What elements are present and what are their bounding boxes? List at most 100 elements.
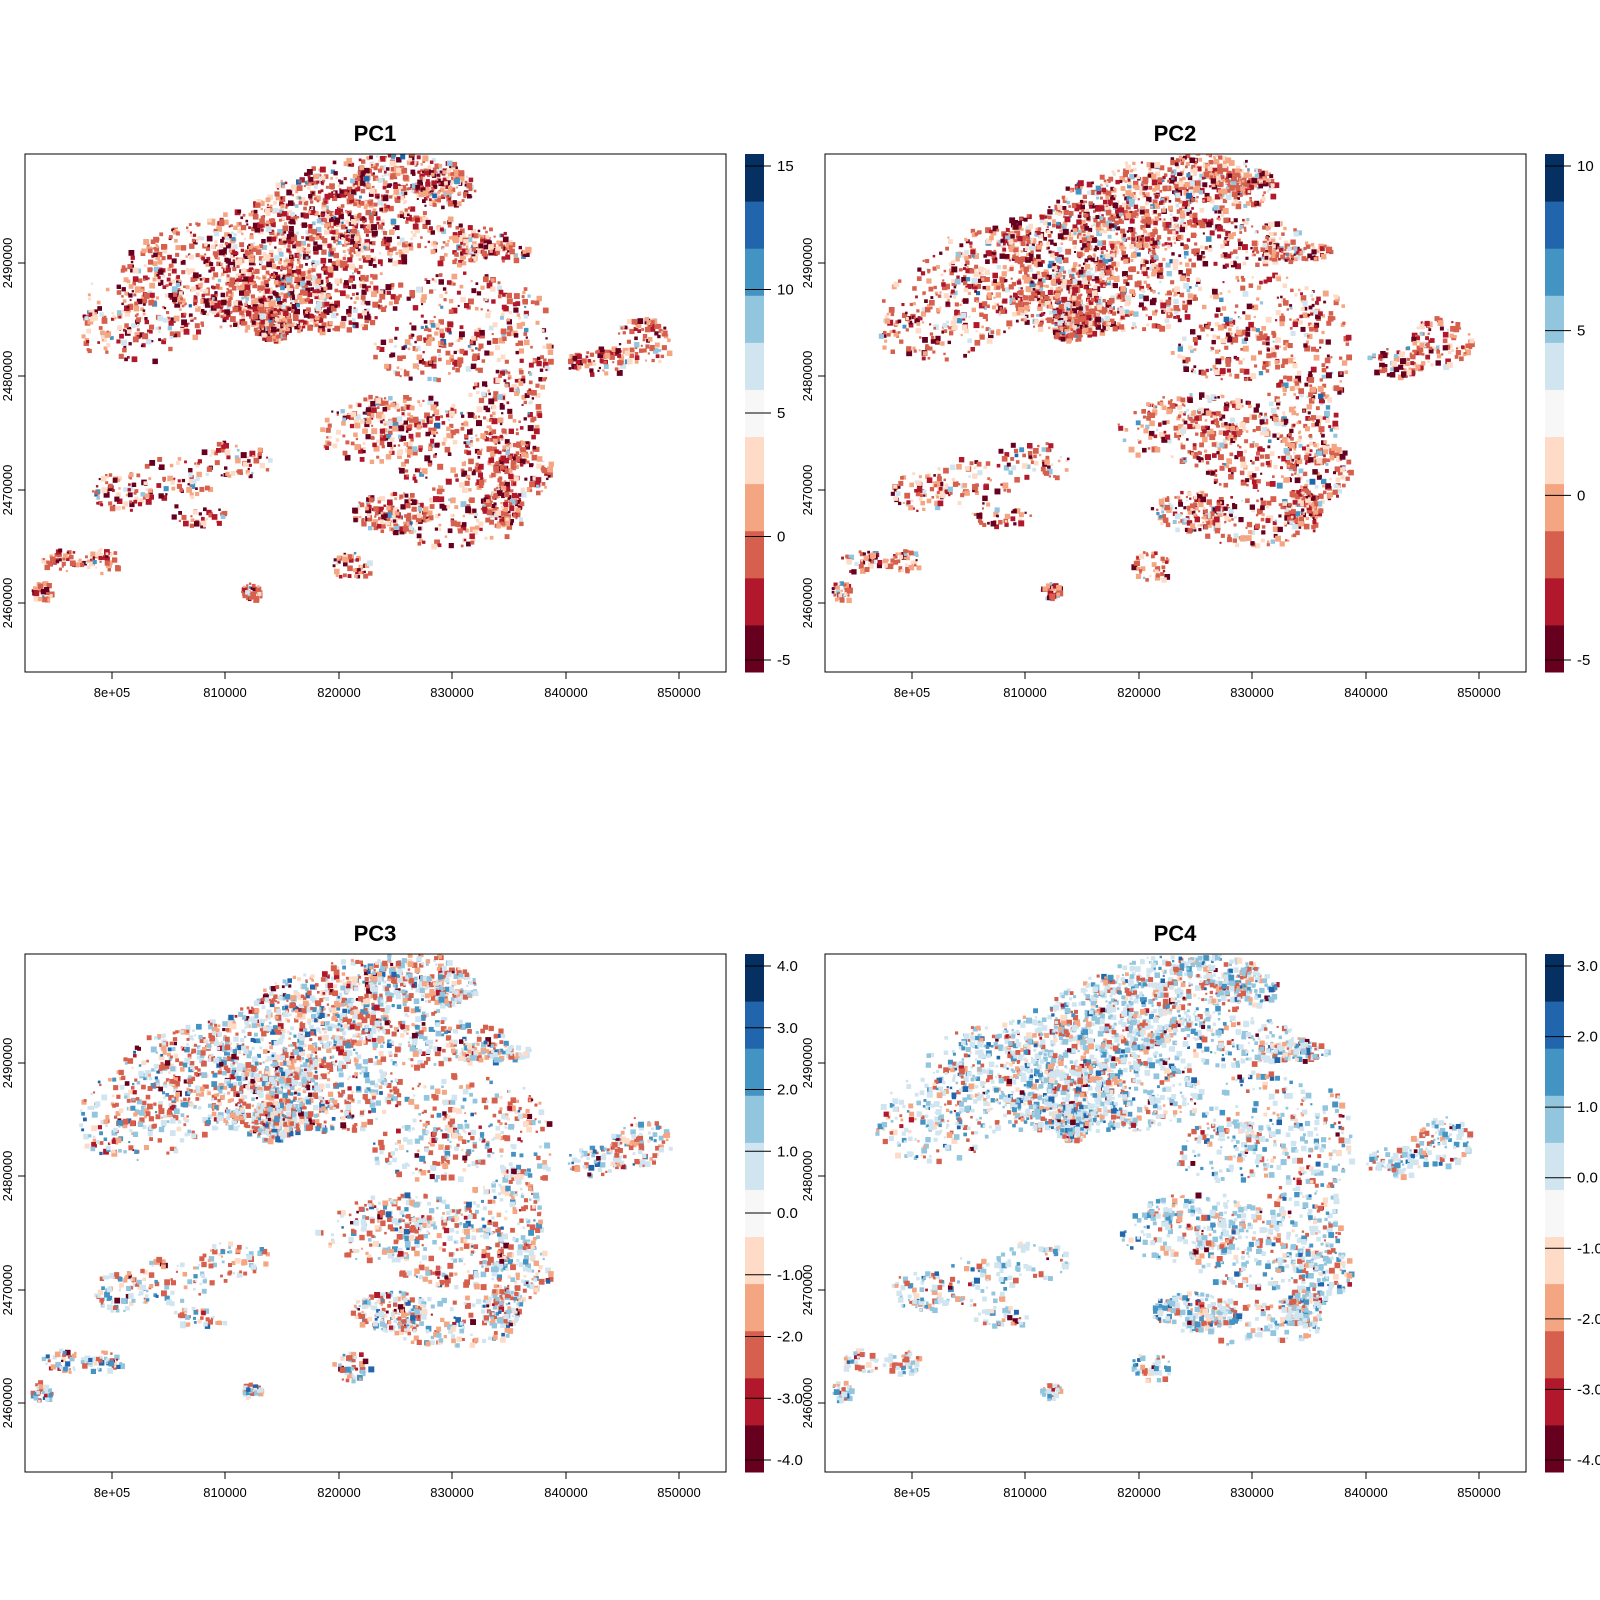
raster-cell — [507, 375, 512, 379]
raster-cell — [888, 307, 895, 313]
raster-cell — [424, 278, 428, 281]
raster-cell — [455, 478, 459, 482]
raster-cell — [912, 302, 916, 306]
raster-cell — [920, 311, 927, 317]
raster-cell — [230, 246, 234, 250]
raster-cell — [347, 212, 352, 217]
raster-cell — [37, 583, 44, 589]
raster-cell — [389, 229, 395, 235]
raster-cell — [365, 407, 371, 413]
raster-cell — [392, 227, 396, 231]
raster-cell — [194, 278, 198, 281]
raster-cell — [463, 421, 469, 427]
raster-cell — [404, 493, 409, 498]
raster-cell — [1049, 310, 1053, 315]
raster-cell — [258, 306, 265, 313]
raster-cell — [466, 411, 469, 414]
raster-cell — [49, 554, 54, 559]
raster-cell — [422, 422, 428, 428]
raster-cell — [518, 381, 524, 386]
raster-cell — [283, 231, 287, 234]
raster-cell — [442, 177, 448, 182]
raster-cell — [635, 346, 638, 350]
raster-cell — [474, 515, 477, 519]
raster-cell — [963, 267, 966, 271]
raster-cell — [242, 280, 248, 286]
raster-cell — [505, 521, 510, 527]
raster-cell — [123, 328, 126, 332]
raster-cell — [143, 481, 148, 486]
raster-cell — [393, 403, 400, 410]
raster-cell — [116, 290, 122, 295]
raster-cell — [584, 363, 590, 369]
raster-cell — [604, 352, 611, 359]
raster-cell — [252, 242, 256, 245]
raster-cell — [286, 265, 289, 268]
raster-cell — [347, 313, 352, 317]
raster-cell — [171, 228, 174, 232]
raster-cell — [346, 554, 352, 560]
raster-cell — [267, 278, 271, 281]
raster-cell — [334, 278, 340, 284]
raster-cell — [379, 434, 384, 438]
raster-cell — [515, 456, 522, 462]
raster-cell — [519, 458, 526, 465]
raster-cell — [215, 294, 218, 297]
raster-cell — [171, 268, 177, 274]
raster-cell — [523, 400, 527, 405]
raster-cell — [181, 319, 187, 326]
raster-cell — [340, 204, 345, 208]
raster-cell — [261, 332, 267, 338]
raster-cell — [366, 417, 370, 422]
raster-cell — [381, 207, 388, 213]
raster-cell — [513, 513, 517, 517]
raster-cell — [330, 305, 337, 312]
raster-cell — [326, 436, 329, 439]
raster-cell — [236, 448, 240, 452]
raster-cell — [599, 357, 603, 360]
raster-cell — [477, 415, 481, 418]
raster-cell — [266, 223, 269, 227]
raster-cell — [372, 208, 377, 213]
raster-cell — [271, 218, 276, 223]
raster-cell — [481, 246, 485, 251]
raster-cell — [394, 510, 400, 516]
raster-cell — [429, 320, 435, 325]
raster-cell — [500, 505, 504, 509]
raster-cell — [158, 269, 164, 275]
raster-cell — [986, 304, 990, 308]
colorbar-tick-label: 10 — [777, 282, 794, 299]
raster-cell — [185, 285, 190, 290]
raster-cell — [360, 571, 364, 575]
raster-cell — [248, 463, 252, 467]
raster-cell — [158, 326, 161, 330]
raster-cell — [415, 516, 422, 523]
raster-cell — [465, 366, 472, 372]
raster-cell — [425, 325, 428, 328]
raster-cell — [372, 442, 377, 448]
raster-cell — [195, 491, 200, 497]
raster-cell — [479, 241, 484, 246]
raster-cell — [353, 198, 358, 203]
raster-cell — [305, 263, 308, 266]
raster-cell — [467, 194, 472, 199]
raster-cell — [163, 307, 167, 310]
raster-cell — [286, 248, 291, 253]
raster-cell — [162, 248, 168, 254]
raster-cell — [947, 340, 951, 345]
raster-cell — [423, 515, 427, 519]
raster-cell — [990, 229, 997, 236]
raster-cell — [429, 160, 434, 164]
raster-cell — [438, 279, 444, 285]
raster-cell — [356, 574, 361, 579]
raster-cell — [283, 293, 289, 299]
raster-cell — [199, 486, 205, 492]
raster-cell — [167, 475, 173, 482]
raster-cell — [504, 499, 509, 504]
raster-cell — [270, 221, 276, 228]
raster-cell — [468, 298, 474, 305]
raster-cell — [261, 327, 264, 331]
raster-cell — [363, 227, 370, 234]
raster-cell — [340, 266, 345, 271]
raster-cell — [536, 490, 541, 496]
